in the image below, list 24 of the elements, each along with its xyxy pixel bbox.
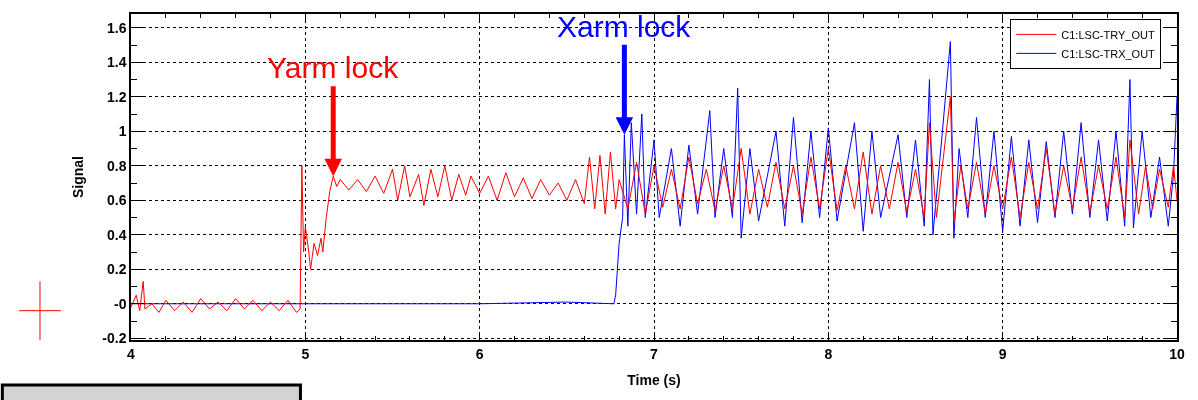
x-axis-title: Time (s) [627,372,681,389]
y-tick-label: 1.6 [106,19,127,36]
legend-label: C1:LSC-TRX_OUT [1061,47,1156,60]
annotation: Yarm lock [267,51,400,84]
y-tick-label: -0.2 [102,330,127,347]
annotation: Xarm lock [557,10,692,43]
x-tick-label: 4 [127,345,136,362]
x-tick-label: 10 [1169,345,1185,362]
x-tick-label: 8 [824,345,833,362]
y-tick-label: 0.4 [106,226,127,243]
y-axis-title: Signal [70,155,87,199]
y-tick-label: 1.4 [106,54,127,71]
y-tick-label: 1 [118,123,127,140]
y-tick-label: 0.6 [106,192,127,209]
x-tick-label: 7 [650,345,659,362]
legend-label: C1:LSC-TRY_OUT [1061,28,1155,41]
x-tick-label: 6 [475,345,484,362]
line-series [131,96,1177,313]
x-tick-label: 5 [301,345,310,362]
y-tick-label: 1.2 [106,88,127,105]
y-tick-label: -0 [114,295,127,312]
x-tick-label: 9 [998,345,1007,362]
y-tick-label: 0.8 [106,157,127,174]
y-tick-label: 0.2 [106,261,127,278]
